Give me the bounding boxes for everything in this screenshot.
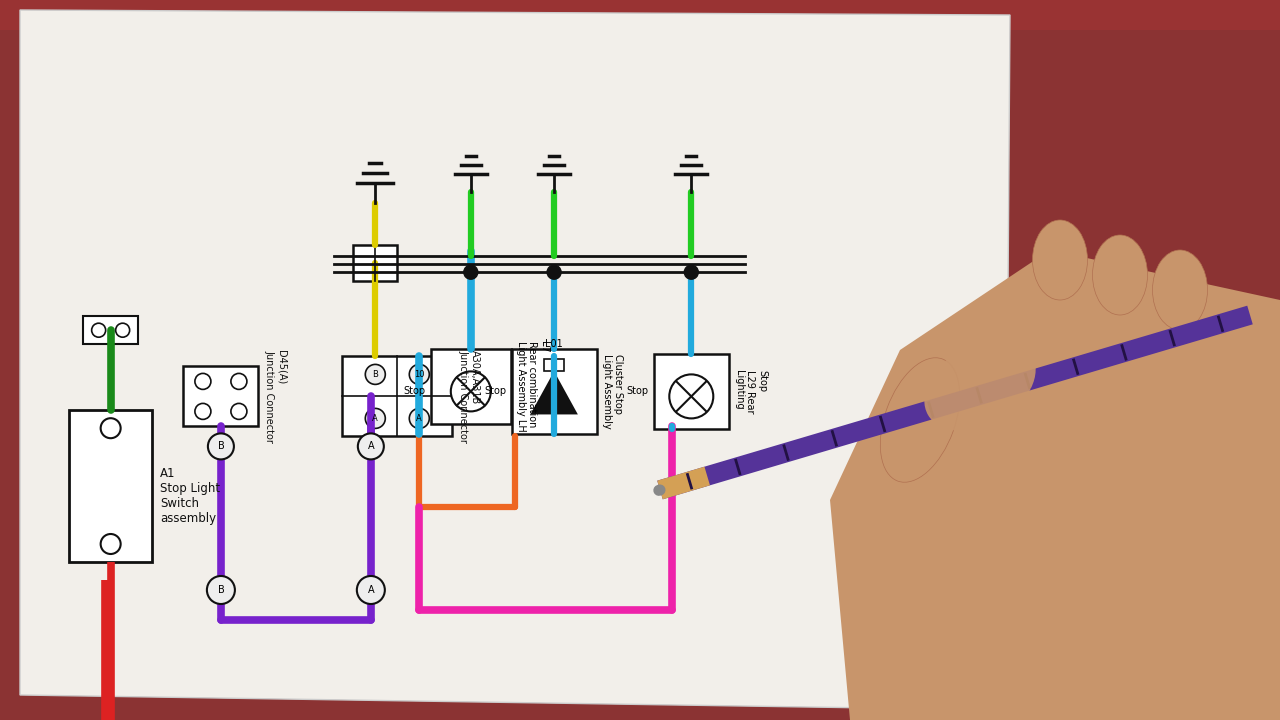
Circle shape xyxy=(547,265,561,279)
Polygon shape xyxy=(829,250,1280,720)
Polygon shape xyxy=(20,10,1010,710)
Circle shape xyxy=(230,403,247,419)
Text: Stop: Stop xyxy=(484,387,507,397)
Text: B: B xyxy=(372,370,378,379)
Circle shape xyxy=(358,433,384,459)
Bar xyxy=(183,366,259,426)
Text: Cluster Stop
Light Assembly: Cluster Stop Light Assembly xyxy=(602,354,623,429)
Text: A: A xyxy=(367,441,374,451)
Text: A: A xyxy=(416,414,422,423)
Bar xyxy=(69,410,152,562)
Circle shape xyxy=(195,374,211,390)
Text: A30A,A31B
Junction Connector: A30A,A31B Junction Connector xyxy=(458,350,480,443)
Circle shape xyxy=(463,265,477,279)
Text: 10: 10 xyxy=(413,370,425,379)
FancyBboxPatch shape xyxy=(0,0,1280,30)
Circle shape xyxy=(207,433,234,459)
Circle shape xyxy=(410,408,429,428)
Text: L01: L01 xyxy=(545,339,563,349)
Text: Stop: Stop xyxy=(403,387,426,397)
Circle shape xyxy=(365,364,385,384)
Text: Stop: Stop xyxy=(627,387,649,397)
Bar xyxy=(654,354,728,429)
Text: A1
Stop Light
Switch
assembly: A1 Stop Light Switch assembly xyxy=(160,467,220,525)
Text: L7
Rear combination
Light Assembly LH: L7 Rear combination Light Assembly LH xyxy=(516,341,549,432)
Text: A: A xyxy=(367,585,374,595)
Circle shape xyxy=(101,534,120,554)
Circle shape xyxy=(451,372,490,411)
Circle shape xyxy=(230,374,247,390)
Circle shape xyxy=(357,576,385,604)
Circle shape xyxy=(115,323,129,337)
Bar xyxy=(353,246,397,282)
Circle shape xyxy=(101,418,120,438)
Polygon shape xyxy=(532,374,576,413)
Text: A: A xyxy=(372,414,378,423)
Circle shape xyxy=(685,265,699,279)
Bar xyxy=(342,356,452,436)
Ellipse shape xyxy=(881,358,960,482)
Ellipse shape xyxy=(1093,235,1147,315)
Circle shape xyxy=(207,576,236,604)
Circle shape xyxy=(92,323,106,337)
Text: Stop
L29 Rear
Lighting: Stop L29 Rear Lighting xyxy=(733,369,767,413)
Circle shape xyxy=(365,408,385,428)
Ellipse shape xyxy=(1033,220,1088,300)
Text: B: B xyxy=(218,441,224,451)
Circle shape xyxy=(669,374,713,418)
Ellipse shape xyxy=(924,339,1036,431)
Ellipse shape xyxy=(1152,250,1207,330)
Bar xyxy=(512,349,596,434)
Bar xyxy=(83,316,138,344)
Circle shape xyxy=(195,403,211,419)
Circle shape xyxy=(410,364,429,384)
Text: B: B xyxy=(218,585,224,595)
Bar xyxy=(544,359,564,372)
Bar xyxy=(431,349,511,424)
Text: D45(A)
Junction Connector: D45(A) Junction Connector xyxy=(265,350,285,443)
